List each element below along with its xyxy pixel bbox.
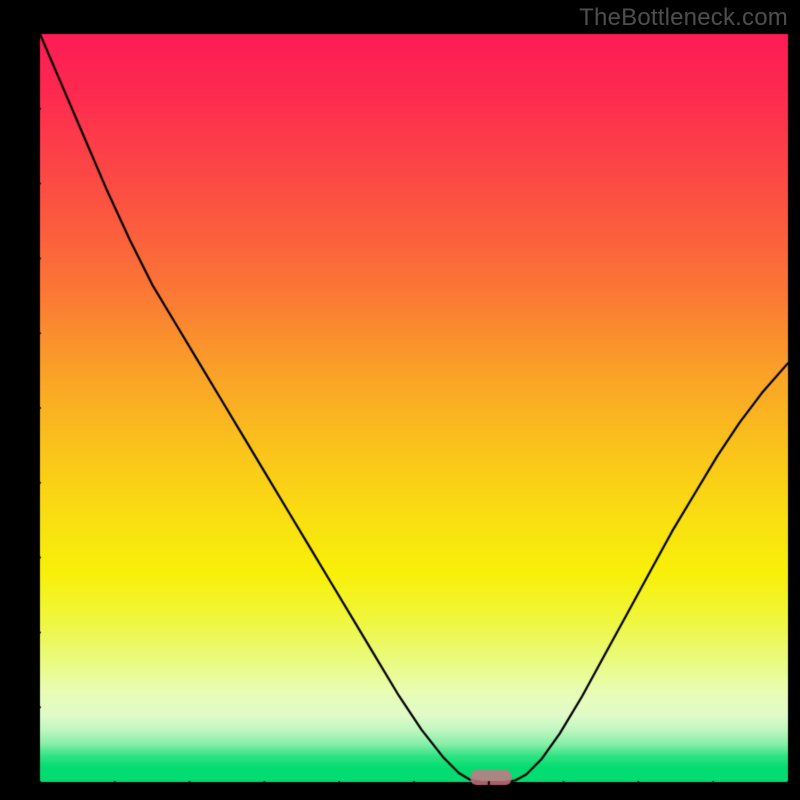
bottleneck-chart (0, 0, 800, 800)
watermark-text: TheBottleneck.com (579, 4, 788, 32)
